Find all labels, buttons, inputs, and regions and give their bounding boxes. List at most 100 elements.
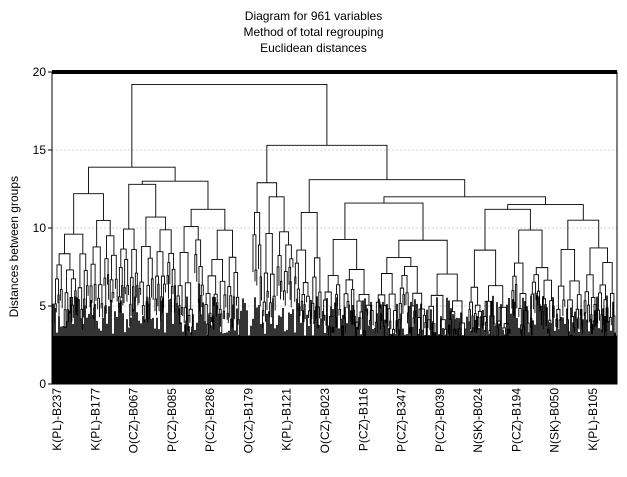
dendrogram-link — [198, 265, 203, 286]
dendrogram-link — [355, 321, 359, 333]
dendrogram-link — [177, 285, 183, 308]
dendrogram-link — [226, 312, 229, 323]
x-label-8: P(CZ)-B116 — [356, 388, 370, 451]
dendrogram-link — [534, 292, 537, 314]
dendrogram-link — [300, 211, 318, 258]
dendrogram-link — [283, 271, 288, 294]
dendrogram-link — [599, 284, 606, 300]
dendrogram-link — [107, 274, 110, 300]
dendrogram-link — [587, 304, 590, 323]
dendrogram-link — [375, 301, 381, 323]
dendrogram-link — [388, 293, 396, 311]
dendrogram-link — [289, 258, 294, 268]
dendrogram-link — [184, 282, 192, 310]
y-tick-label-0: 0 — [39, 377, 46, 391]
dendrogram-link — [195, 239, 202, 267]
dendrogram-link — [294, 262, 299, 290]
dendrogram-link — [283, 290, 286, 306]
dendrogram-link — [63, 309, 67, 328]
dendrogram-link — [59, 288, 63, 309]
chart-subtitle-2: Euclidean distances — [260, 41, 367, 55]
dendrogram-link — [311, 302, 315, 324]
dendrogram-link — [535, 267, 549, 281]
dendrogram-link — [507, 204, 584, 221]
y-tick-label-15: 15 — [33, 143, 47, 157]
dense-leaf-region — [52, 335, 617, 384]
dendrogram-link — [124, 259, 129, 288]
dendrogram-link — [64, 292, 69, 310]
dendrogram-link — [85, 285, 89, 309]
dendrogram-link — [139, 281, 144, 306]
dendrogram-link — [97, 297, 100, 317]
dendrogram-link — [381, 273, 393, 295]
dendrogram-link — [258, 244, 262, 277]
x-label-5: O(CZ)-B179 — [241, 388, 255, 454]
dendrogram-link — [57, 294, 60, 318]
dendrogram-link — [220, 313, 223, 333]
x-label-2: O(CZ)-B067 — [127, 388, 141, 454]
dendrogram-link — [211, 259, 224, 282]
dendrogram-link — [562, 299, 566, 316]
dendrogram-link — [289, 281, 292, 308]
dendrogram-link — [168, 252, 175, 270]
dendrogram-link — [200, 294, 203, 317]
dendrogram-link — [180, 306, 184, 316]
x-label-10: P(CZ)-B039 — [433, 388, 447, 452]
dendrogram-link — [427, 319, 431, 331]
x-label-1: K(PL)-B177 — [88, 388, 102, 451]
dendrogram-link — [65, 269, 74, 293]
dendrogram-link — [98, 284, 103, 304]
dendrogram-link — [313, 257, 321, 293]
dendrogram-link — [386, 257, 412, 274]
dendrogram-link — [216, 229, 233, 260]
dendrogram-link — [436, 273, 458, 301]
dendrogram-link — [163, 283, 166, 309]
dendrogram-link — [128, 183, 157, 230]
dendrogram-link — [228, 256, 237, 287]
dendrogram-link — [131, 249, 137, 278]
dendrogram-link — [567, 219, 600, 250]
dendrogram-link — [236, 296, 240, 320]
dendrogram-link — [118, 266, 123, 297]
dendrogram-link — [213, 293, 218, 306]
dendrogram-link — [276, 266, 280, 297]
dendrogram-link — [266, 144, 388, 183]
dendrogram-link — [183, 307, 187, 324]
dendrogram-link — [577, 317, 580, 330]
dendrogram-link — [422, 314, 426, 333]
dendrogram-link — [303, 304, 306, 323]
dendrogram-link — [584, 291, 589, 306]
dendrogram-link — [262, 310, 265, 328]
chart-title: Diagram for 961 variables — [244, 9, 383, 23]
dendrogram-link — [277, 255, 282, 282]
dendrogram-link — [269, 302, 272, 318]
dendrogram-link — [586, 274, 594, 298]
dendrogram-link — [56, 264, 62, 290]
dendrogram-link — [58, 253, 71, 270]
dendrogram-link — [123, 287, 126, 304]
chart-titles: Diagram for 961 variables Method of tota… — [0, 8, 627, 56]
dendrogram-link — [518, 307, 522, 325]
dendrogram-link — [270, 273, 275, 303]
dendrogram-link — [533, 274, 540, 292]
x-label-14: K(PL)-B105 — [586, 388, 600, 451]
dendrogram-link — [358, 293, 370, 306]
dendrogram-link — [473, 249, 497, 288]
dendrogram-link — [470, 286, 479, 306]
dendrogram-link — [141, 180, 209, 210]
dendrogram-link — [531, 281, 537, 295]
dendrogram-link — [602, 262, 613, 294]
dendrogram-link — [64, 233, 84, 254]
x-axis-labels: K(PL)-B237 K(PL)-B177 O(CZ)-B067 P(CZ)-B085… — [50, 388, 600, 454]
dendrogram-link — [131, 84, 328, 168]
dendrogram-link — [200, 284, 204, 296]
y-tick-label-5: 5 — [39, 299, 46, 313]
dendrogram-link — [156, 251, 164, 277]
dendrogram-link — [256, 182, 278, 213]
y-tick-label-10: 10 — [33, 221, 47, 235]
dendrogram-link — [469, 301, 473, 317]
dendrogram-link — [609, 317, 612, 326]
x-label-6: K(PL)-B121 — [280, 388, 294, 451]
dendrogram-link — [145, 216, 167, 247]
y-tick-label-20: 20 — [33, 65, 47, 79]
